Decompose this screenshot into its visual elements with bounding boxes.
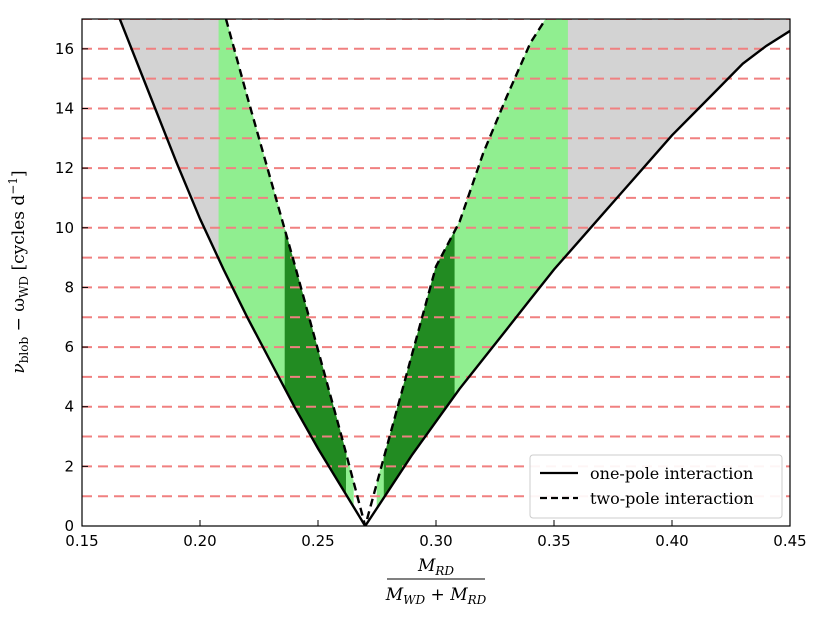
y-tick-label: 12: [55, 159, 74, 177]
y-tick-label: 6: [64, 338, 74, 356]
y-tick-label: 2: [64, 457, 74, 475]
y-tick-label: 14: [55, 99, 74, 117]
x-tick-label: 0.25: [301, 532, 334, 550]
y-axis-label: νblob − ωWD [cycles d−1]: [6, 170, 31, 373]
curves: [118, 19, 790, 526]
region-dark-green-5: [383, 230, 456, 499]
x-axis-label: MRD MWD + MRD: [385, 556, 487, 607]
y-axis-ticks: 0 2 4 6 8 10 12 14 16: [55, 40, 88, 535]
legend-label-two-pole: two-pole interaction: [590, 489, 754, 508]
x-axis-ticks: 0.15 0.20 0.25 0.30 0.35 0.40 0.45: [65, 520, 807, 550]
x-label-denominator: MWD + MRD: [385, 585, 487, 607]
legend: one-pole interaction two-pole interactio…: [529, 454, 783, 519]
series-line-one-pole: [118, 19, 790, 526]
x-tick-label: 0.35: [537, 532, 570, 550]
region-light-green-1: [218, 19, 286, 389]
x-tick-label: 0.30: [419, 532, 452, 550]
y-tick-label: 0: [64, 517, 74, 535]
x-tick-label: 0.45: [773, 532, 806, 550]
y-tick-label: 16: [55, 40, 74, 58]
x-tick-label: 0.15: [65, 532, 98, 550]
x-tick-label: 0.40: [655, 532, 688, 550]
y-tick-label: 4: [64, 398, 74, 416]
x-tick-label: 0.20: [183, 532, 216, 550]
region-light-green-6: [454, 19, 569, 397]
x-label-numerator: MRD: [417, 556, 454, 578]
horizontal-dashed-lines: [82, 19, 790, 498]
legend-label-one-pole: one-pole interaction: [590, 464, 753, 483]
region-dark-green-2: [284, 230, 347, 497]
y-tick-label: 8: [64, 278, 74, 296]
y-tick-label: 10: [55, 219, 74, 237]
legend-box: [529, 454, 783, 519]
series-line-two-pole: [224, 19, 547, 526]
